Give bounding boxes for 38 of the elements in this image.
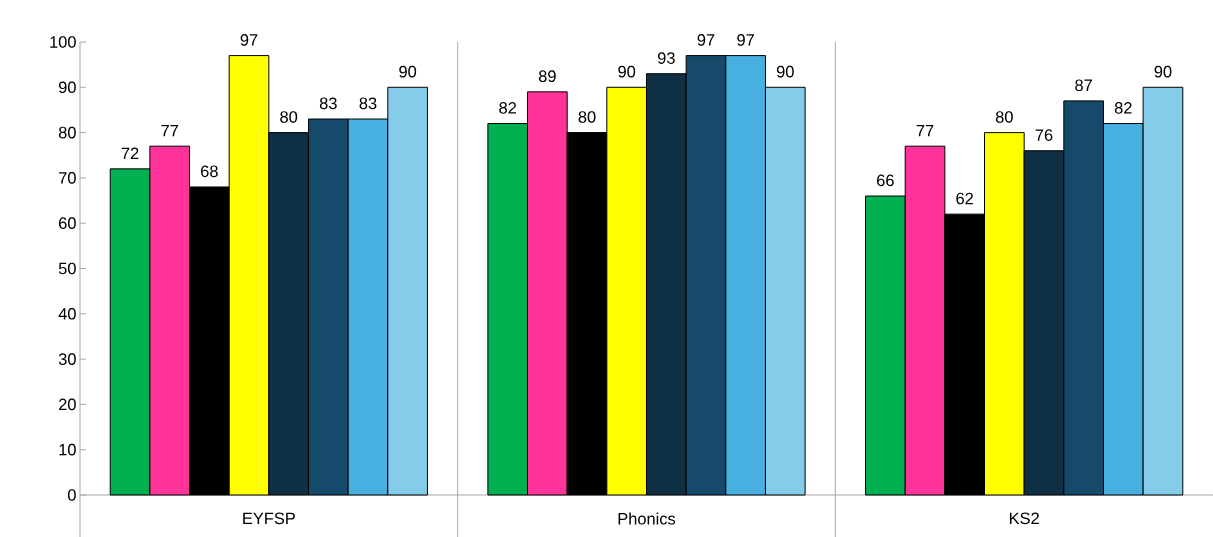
data-label: 90	[776, 65, 794, 78]
data-label: 97	[697, 34, 715, 46]
data-label: 93	[657, 52, 675, 64]
data-label: 77	[161, 125, 178, 137]
y-tick-label: 100	[50, 36, 76, 48]
y-tick-label: 70	[59, 172, 76, 184]
data-label: 82	[499, 102, 517, 114]
x-tick-label: EYFSP	[243, 512, 295, 525]
x-tick-label: Phonics	[618, 512, 676, 525]
y-tick-label: 50	[58, 262, 76, 275]
data-label: 77	[916, 125, 934, 137]
data-label: 80	[578, 111, 596, 123]
data-label: 66	[877, 174, 894, 187]
y-tick-label: 30	[58, 353, 76, 365]
y-tick-label: 10	[59, 443, 76, 456]
y-tick-label: 40	[58, 307, 76, 320]
data-label: 90	[399, 65, 417, 78]
data-label: 97	[240, 34, 258, 46]
data-label: 82	[1114, 102, 1132, 114]
y-tick-label: 80	[58, 126, 76, 139]
data-label: 62	[956, 192, 973, 205]
data-label: 80	[995, 111, 1013, 123]
data-label: 83	[319, 97, 337, 110]
y-tick-label: 60	[59, 217, 76, 230]
data-label: 72	[121, 147, 139, 160]
data-label: 89	[538, 70, 556, 82]
data-label: 90	[1154, 65, 1172, 78]
data-label: 76	[1035, 129, 1053, 141]
x-tick-label: KS2	[1009, 512, 1039, 525]
y-tick-label: 20	[59, 398, 76, 411]
y-tick-label: 90	[58, 81, 76, 94]
data-label: 97	[737, 34, 754, 46]
data-label: 83	[359, 97, 377, 110]
y-tick-label: 0	[67, 489, 76, 501]
data-label: 90	[618, 65, 636, 78]
data-label: 68	[201, 165, 218, 178]
data-label: 80	[280, 111, 298, 123]
data-label: 87	[1075, 79, 1092, 92]
